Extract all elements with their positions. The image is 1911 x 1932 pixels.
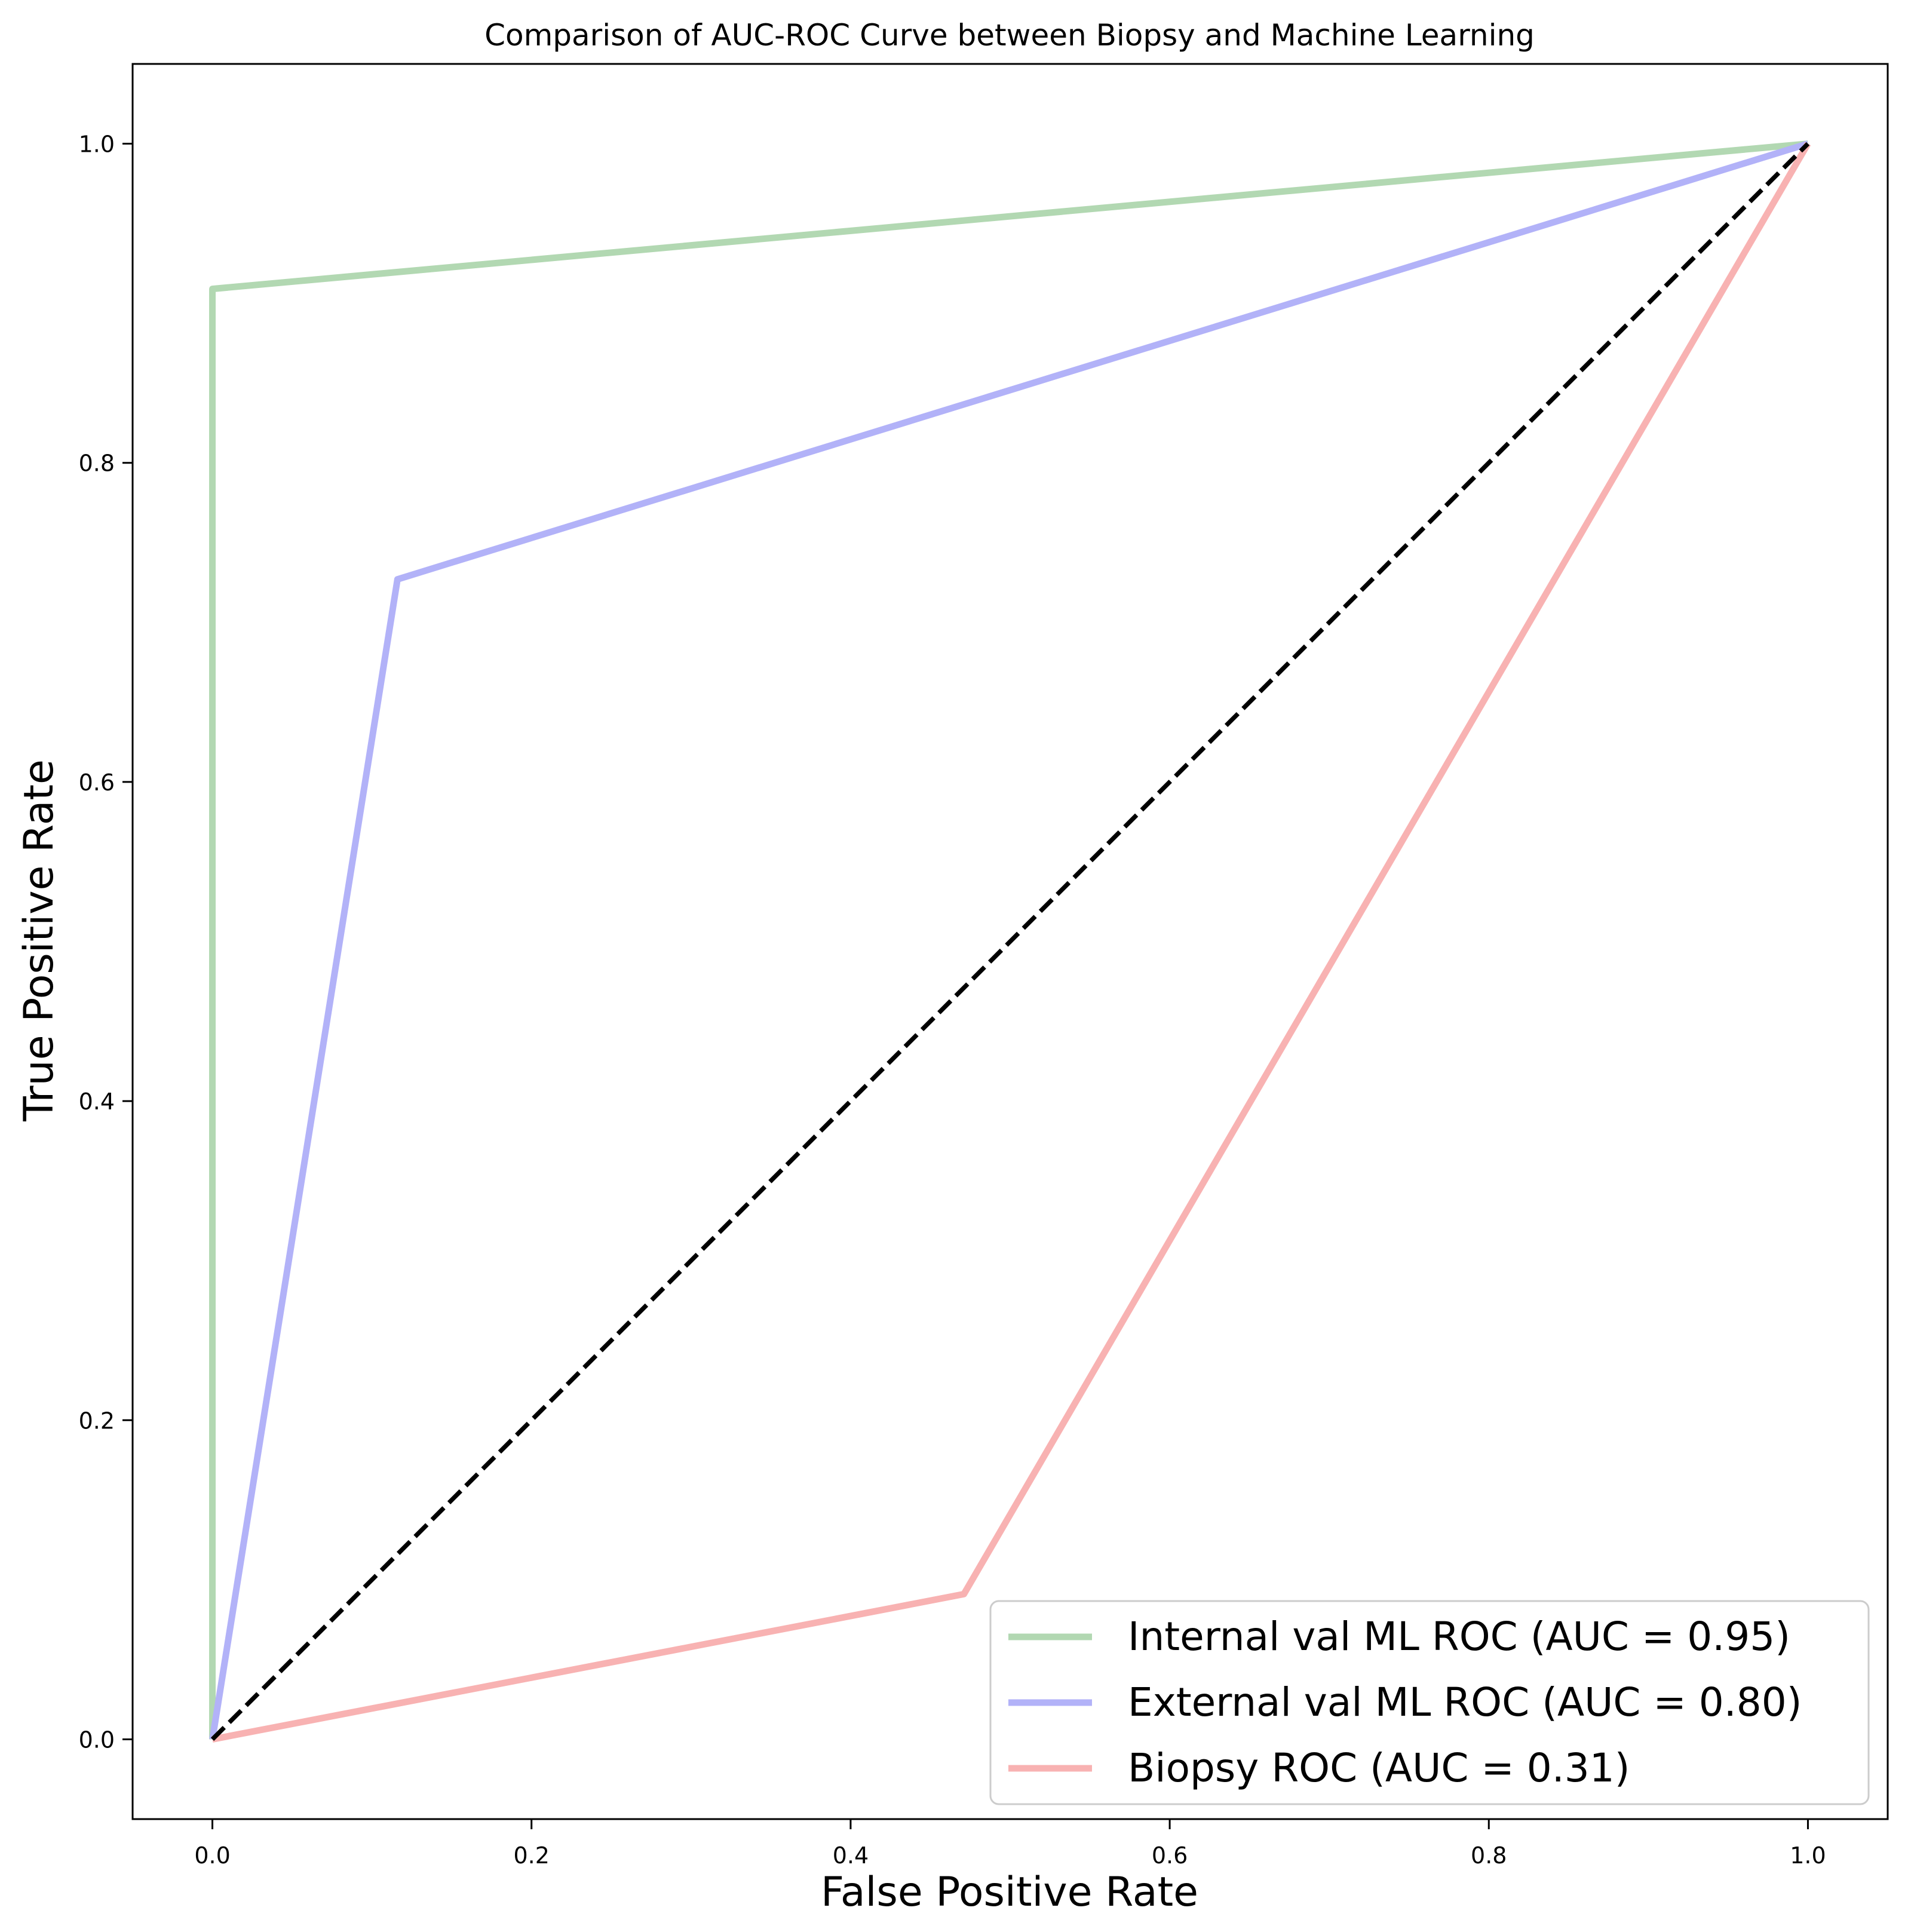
series-line-2 (209, 140, 1809, 1740)
y-axis-label: True Positive Rate (16, 759, 63, 1122)
x-tick-label: 0.0 (194, 1842, 230, 1869)
x-axis-label: False Positive Rate (821, 1869, 1198, 1916)
legend-label-1: Internal val ML ROC (AUC = 0.95) (1128, 1614, 1790, 1660)
axes: 0.0 0.2 0.4 0.6 0.8 1.0 0.0 0.2 0.4 0.6 0.8 1.0 (79, 63, 1889, 1869)
x-tick-label: 0.4 (833, 1842, 869, 1869)
x-tick-label: 0.6 (1152, 1842, 1188, 1869)
y-tick-label: 1.0 (79, 131, 115, 158)
y-tick-label: 0.6 (79, 769, 115, 796)
x-tick-label: 0.8 (1471, 1842, 1507, 1869)
plot-area (209, 140, 1811, 1743)
legend: Internal val ML ROC (AUC = 0.95) External… (989, 1600, 1870, 1805)
y-tick-label: 0.0 (79, 1726, 115, 1753)
y-tick-label: 0.2 (79, 1407, 115, 1434)
plot-frame (131, 63, 1889, 1820)
reference-diagonal-line (210, 142, 1810, 1741)
y-tick-label: 0.8 (79, 450, 115, 477)
legend-label-2: External val ML ROC (AUC = 0.80) (1128, 1679, 1802, 1725)
legend-box (989, 1600, 1870, 1805)
x-tick-label: 1.0 (1790, 1842, 1826, 1869)
x-tick-label: 0.2 (514, 1842, 550, 1869)
series-line-3 (211, 142, 1811, 1743)
series-line-1 (209, 140, 1808, 1740)
y-tick-label: 0.4 (79, 1088, 115, 1115)
legend-label-3: Biopsy ROC (AUC = 0.31) (1128, 1745, 1630, 1791)
chart-title: Comparison of AUC-ROC Curve between Biop… (484, 18, 1535, 53)
